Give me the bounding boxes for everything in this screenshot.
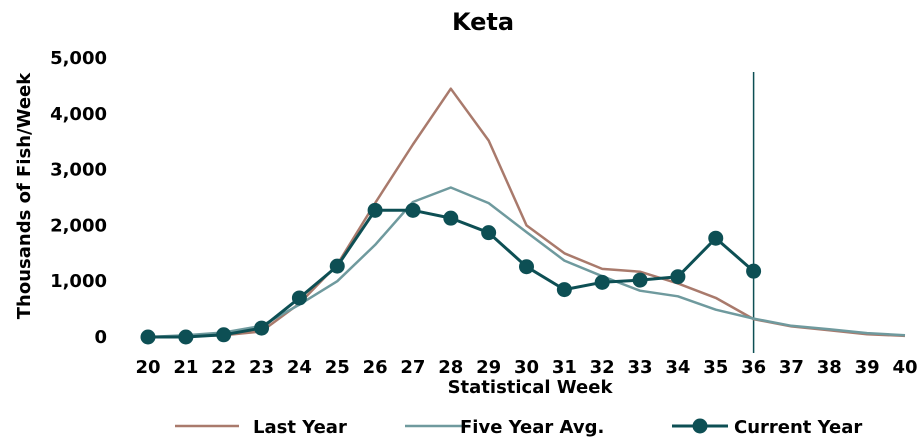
x-tick-label: 40 (892, 357, 917, 378)
y-tick-label: 1,000 (50, 271, 107, 292)
x-tick-label: 39 (855, 357, 880, 378)
data-point (329, 258, 345, 274)
data-point (140, 329, 156, 345)
x-tick-label: 33 (628, 357, 653, 378)
data-point (708, 230, 724, 246)
x-tick-label: 36 (741, 357, 766, 378)
data-point (556, 282, 572, 298)
y-tick-label: 0 (94, 327, 107, 348)
y-tick-label: 4,000 (50, 104, 107, 125)
data-point (519, 259, 534, 275)
series-lines (147, 87, 906, 339)
series-line-current-year (148, 208, 755, 339)
x-tick-label: 25 (325, 357, 350, 378)
x-axis-label: Statistical Week (448, 377, 614, 398)
y-axis-ticks: 0 1,000 2,000 3,000 4,000 5,000 (50, 48, 107, 348)
chart-title: Keta (452, 8, 514, 36)
x-tick-label: 24 (287, 357, 312, 378)
x-axis-ticks: 20 21 22 23 24 25 26 27 28 29 30 31 32 33 34 35 36 37 38 39… (135, 357, 917, 378)
series-points (140, 202, 762, 345)
y-axis-label: Thousands of Fish/Week (14, 72, 35, 319)
x-tick-label: 38 (817, 357, 842, 378)
x-tick-label: 37 (779, 357, 804, 378)
legend-marker (692, 418, 708, 434)
y-tick-label: 3,000 (50, 160, 107, 181)
x-tick-label: 34 (665, 357, 690, 378)
x-tick-label: 21 (173, 357, 198, 378)
legend-label: Current Year (734, 417, 862, 438)
y-tick-label: 2,000 (50, 215, 107, 236)
x-tick-label: 30 (514, 357, 539, 378)
x-tick-label: 20 (135, 357, 160, 378)
x-tick-label: 22 (211, 357, 236, 378)
data-point (594, 274, 610, 290)
x-tick-label: 28 (438, 357, 463, 378)
x-tick-label: 23 (249, 357, 274, 378)
x-tick-label: 31 (552, 357, 577, 378)
data-point (443, 210, 459, 226)
data-point (254, 320, 270, 336)
x-tick-label: 27 (400, 357, 425, 378)
data-point (216, 327, 232, 343)
data-point (405, 202, 421, 218)
data-point (178, 329, 194, 345)
x-tick-label: 32 (590, 357, 615, 378)
legend-label: Five Year Avg. (460, 417, 604, 438)
legend-label: Last Year (253, 417, 347, 438)
data-point (291, 290, 307, 306)
x-tick-label: 26 (363, 357, 388, 378)
legend: Last Year Five Year Avg. Current Year (175, 417, 862, 438)
data-point (632, 272, 648, 288)
data-point (670, 269, 686, 285)
data-point (746, 263, 762, 279)
data-point (481, 225, 497, 241)
y-tick-label: 5,000 (50, 48, 107, 69)
x-tick-label: 29 (476, 357, 501, 378)
x-tick-label: 35 (703, 357, 728, 378)
series-line-last-year (147, 87, 906, 339)
data-point (367, 202, 383, 218)
